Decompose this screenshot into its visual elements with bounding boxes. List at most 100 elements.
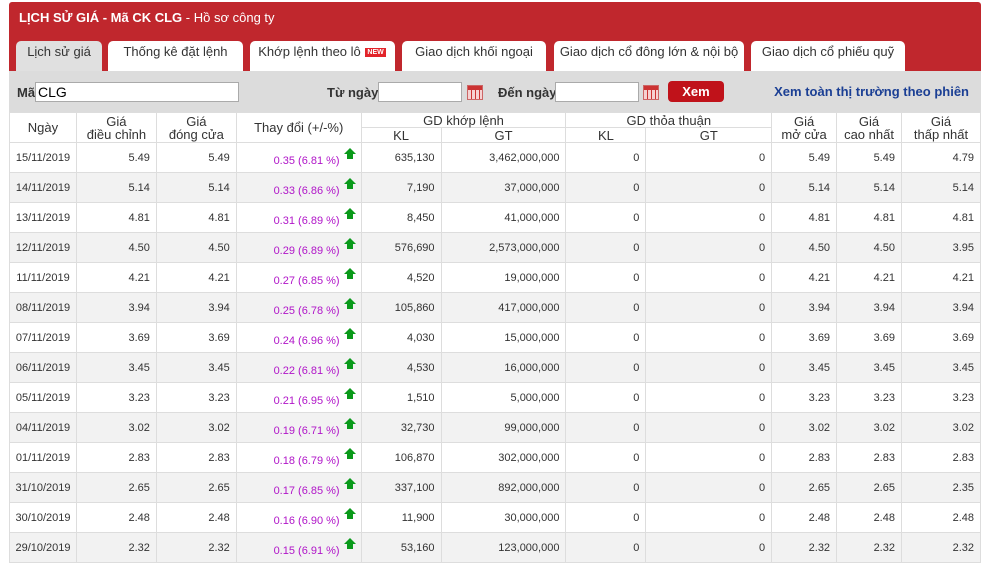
cell-adjusted-price: 3.69 xyxy=(75,322,157,353)
cell-high-price: 3.69 xyxy=(836,322,902,353)
cell-close-price: 3.94 xyxy=(155,292,237,323)
from-date-input[interactable] xyxy=(378,82,462,102)
table-row: 04/11/2019 3.02 3.02 0.19 (6.71 %) 32,730 99,… xyxy=(9,412,982,443)
cell-negotiated-volume: 0 xyxy=(565,142,647,173)
cell-adjusted-price: 2.65 xyxy=(75,472,157,503)
cell-change: 0.25 (6.78 %) xyxy=(235,292,362,323)
cell-matched-volume: 106,870 xyxy=(360,442,442,473)
cell-change: 0.22 (6.81 %) xyxy=(235,352,362,383)
cell-open-price: 3.94 xyxy=(771,292,838,323)
title-link-company-profile[interactable]: - Hồ sơ công ty xyxy=(182,10,275,25)
tab-order-statistics[interactable]: Thống kê đặt lệnh xyxy=(108,41,243,71)
cell-negotiated-volume: 0 xyxy=(565,442,647,473)
cell-date: 13/11/2019 xyxy=(9,202,77,233)
tab-treasury-stock-trading[interactable]: Giao dịch cổ phiếu quỹ xyxy=(751,41,905,71)
cell-matched-volume: 32,730 xyxy=(360,412,442,443)
cell-change: 0.31 (6.89 %) xyxy=(235,202,362,233)
cell-open-price: 4.50 xyxy=(771,232,838,263)
col-open-price: Giá mở cửa xyxy=(771,112,838,143)
cell-negotiated-volume: 0 xyxy=(565,382,647,413)
tab-major-shareholder-trading[interactable]: Giao dịch cổ đông lớn & nội bộ xyxy=(554,41,744,71)
cell-high-price: 2.65 xyxy=(836,472,902,503)
tab-label: Giao dịch khối ngoại xyxy=(415,44,533,59)
cell-adjusted-price: 3.45 xyxy=(75,352,157,383)
cell-low-price: 4.79 xyxy=(900,142,982,173)
cell-date: 01/11/2019 xyxy=(9,442,77,473)
cell-negotiated-volume: 0 xyxy=(565,472,647,503)
change-value: 0.15 (6.91 %) xyxy=(273,545,340,557)
cell-negotiated-value: 0 xyxy=(645,412,773,443)
cell-open-price: 2.48 xyxy=(771,502,838,533)
arrow-up-icon xyxy=(343,268,356,280)
cell-high-price: 2.83 xyxy=(836,442,902,473)
to-date-input[interactable] xyxy=(555,82,639,102)
table-row: 11/11/2019 4.21 4.21 0.27 (6.85 %) 4,520 19,0… xyxy=(9,262,982,293)
cell-close-price: 2.48 xyxy=(155,502,237,533)
tab-foreign-trading[interactable]: Giao dịch khối ngoại xyxy=(402,41,546,71)
calendar-icon[interactable] xyxy=(643,85,659,100)
cell-change: 0.27 (6.85 %) xyxy=(235,262,362,293)
tab-bar: Lịch sử giá Thống kê đặt lệnh Khớp lệnh … xyxy=(9,41,981,71)
cell-close-price: 3.45 xyxy=(155,352,237,383)
table-row: 12/11/2019 4.50 4.50 0.29 (6.89 %) 576,690 2,… xyxy=(9,232,982,263)
cell-adjusted-price: 3.94 xyxy=(75,292,157,323)
cell-low-price: 4.21 xyxy=(900,262,982,293)
change-value: 0.31 (6.89 %) xyxy=(273,215,340,227)
tab-matched-by-lot[interactable]: Khớp lệnh theo lô NEW xyxy=(250,41,395,71)
arrow-up-icon xyxy=(343,508,356,520)
cell-change: 0.17 (6.85 %) xyxy=(235,472,362,503)
price-history-table: Ngày Giá điều chỉnh Giá đóng cửa Thay đổi … xyxy=(9,112,982,563)
cell-high-price: 3.02 xyxy=(836,412,902,443)
cell-high-price: 2.48 xyxy=(836,502,902,533)
cell-close-price: 4.81 xyxy=(155,202,237,233)
tab-label: Thống kê đặt lệnh xyxy=(123,44,228,59)
cell-negotiated-value: 0 xyxy=(645,352,773,383)
cell-negotiated-volume: 0 xyxy=(565,502,647,533)
table-row: 01/11/2019 2.83 2.83 0.18 (6.79 %) 106,870 30… xyxy=(9,442,982,473)
cell-low-price: 2.35 xyxy=(900,472,982,503)
cell-matched-volume: 8,450 xyxy=(360,202,442,233)
cell-close-price: 3.23 xyxy=(155,382,237,413)
stock-code-input[interactable] xyxy=(35,82,239,102)
cell-open-price: 4.81 xyxy=(771,202,838,233)
view-whole-market-link[interactable]: Xem toàn thị trường theo phiên xyxy=(774,84,969,99)
cell-negotiated-volume: 0 xyxy=(565,412,647,443)
cell-matched-value: 16,000,000 xyxy=(440,352,567,383)
cell-adjusted-price: 3.02 xyxy=(75,412,157,443)
col-change: Thay đổi (+/-%) xyxy=(235,112,362,143)
col-adjusted-price: Giá điều chỉnh xyxy=(75,112,157,143)
table-row: 06/11/2019 3.45 3.45 0.22 (6.81 %) 4,530 16,0… xyxy=(9,352,982,383)
cell-close-price: 2.65 xyxy=(155,472,237,503)
cell-date: 30/10/2019 xyxy=(9,502,77,533)
change-value: 0.25 (6.78 %) xyxy=(273,305,340,317)
cell-low-price: 4.81 xyxy=(900,202,982,233)
arrow-up-icon xyxy=(343,328,356,340)
cell-negotiated-volume: 0 xyxy=(565,322,647,353)
cell-date: 08/11/2019 xyxy=(9,292,77,323)
cell-close-price: 3.02 xyxy=(155,412,237,443)
cell-date: 06/11/2019 xyxy=(9,352,77,383)
arrow-up-icon xyxy=(343,238,356,250)
cell-date: 07/11/2019 xyxy=(9,322,77,353)
cell-date: 11/11/2019 xyxy=(9,262,77,293)
cell-date: 04/11/2019 xyxy=(9,412,77,443)
change-value: 0.35 (6.81 %) xyxy=(273,155,340,167)
cell-change: 0.19 (6.71 %) xyxy=(235,412,362,443)
cell-matched-value: 123,000,000 xyxy=(440,532,567,563)
cell-close-price: 4.21 xyxy=(155,262,237,293)
cell-date: 29/10/2019 xyxy=(9,532,77,563)
col-date: Ngày xyxy=(9,112,77,143)
cell-matched-volume: 11,900 xyxy=(360,502,442,533)
view-button[interactable]: Xem xyxy=(668,81,724,102)
cell-low-price: 3.23 xyxy=(900,382,982,413)
cell-matched-volume: 4,530 xyxy=(360,352,442,383)
cell-adjusted-price: 3.23 xyxy=(75,382,157,413)
calendar-icon[interactable] xyxy=(467,85,483,100)
cell-close-price: 5.49 xyxy=(155,142,237,173)
cell-negotiated-value: 0 xyxy=(645,472,773,503)
cell-low-price: 2.83 xyxy=(900,442,982,473)
cell-low-price: 5.14 xyxy=(900,172,982,203)
col-matched-volume: KL xyxy=(360,127,442,143)
cell-high-price: 4.50 xyxy=(836,232,902,263)
tab-price-history[interactable]: Lịch sử giá xyxy=(16,41,102,71)
